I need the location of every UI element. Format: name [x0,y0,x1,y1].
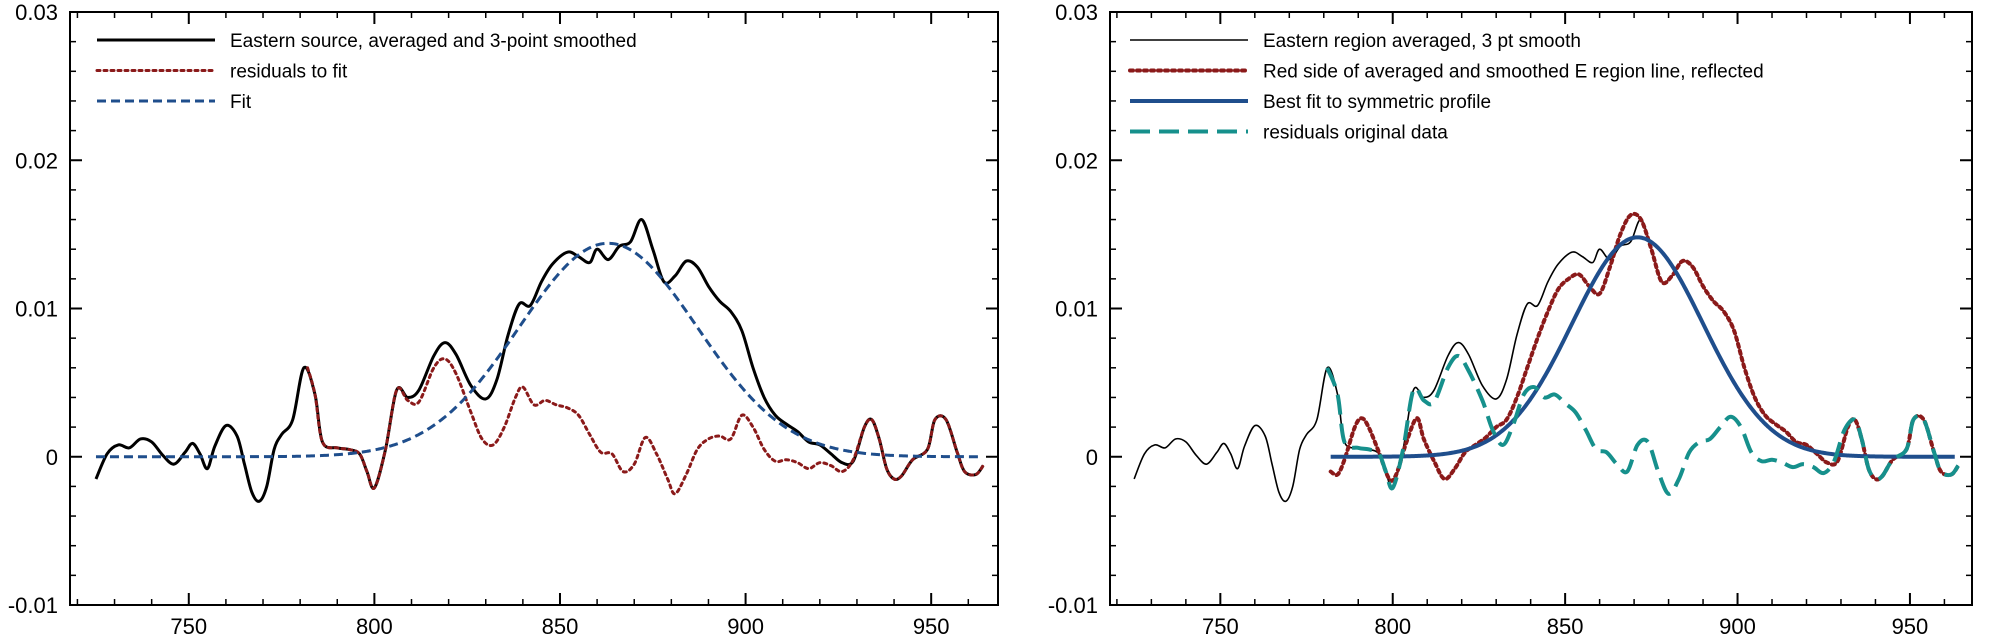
left-y-tick-label: 0.02 [15,148,58,173]
left-y-tick-label: 0 [46,445,58,470]
right-y-tick-label: 0.02 [1055,148,1098,173]
left-legend: Eastern source, averaged and 3-point smo… [95,31,637,113]
right-x-tick-label: 950 [1892,614,1929,636]
right-series-best-fit-to-symmetric-profile [1330,235,1956,459]
right-x-tick-label: 900 [1719,614,1756,636]
left-legend-label: Eastern source, averaged and 3-point smo… [230,31,637,52]
left-legend-label: residuals to fit [230,62,348,83]
right-legend-label: Best fit to symmetric profile [1263,92,1491,113]
right-x-tick-label: 800 [1374,614,1411,636]
left-x-tick-label: 750 [170,614,207,636]
left-legend-label: Fit [230,92,252,113]
right-y-tick-label: 0.03 [1055,0,1098,25]
left-chart-panel: 750 800 850 900 950 -0.01 0 0.01 0.02 0.03 Easter… [8,0,999,636]
left-x-tick-label: 850 [542,614,579,636]
left-y-tick-label: 0.03 [15,0,58,25]
left-series-eastern-source-averaged-and-3-point-smoothed [94,218,985,503]
left-series-fit [95,241,980,459]
right-y-tick-label: 0.01 [1055,297,1098,322]
left-y-tick-label: -0.01 [8,593,58,618]
right-y-tick-label: -0.01 [1048,593,1098,618]
right-series-residuals-original-data [1325,353,1960,496]
right-legend: Eastern region averaged, 3 pt smooth Red … [1128,31,1764,144]
right-x-tick-label: 850 [1547,614,1584,636]
right-series-layer [1133,211,1961,503]
left-x-tick-label: 900 [727,614,764,636]
right-legend-label: Red side of averaged and smoothed E regi… [1263,62,1764,83]
right-y-tick-label: 0 [1086,445,1098,470]
left-series-residuals-to-fit [306,357,985,496]
left-y-tick-label: 0.01 [15,297,58,322]
right-legend-label: Eastern region averaged, 3 pt smooth [1263,31,1581,52]
left-x-tick-label: 800 [356,614,393,636]
right-x-tick-label: 750 [1202,614,1239,636]
right-axis-ticks: 750 800 850 900 950 -0.01 0 0.01 0.02 0.03 [1048,0,1972,636]
left-series-layer [94,218,985,503]
left-x-tick-label: 950 [913,614,950,636]
left-axis-ticks: 750 800 850 900 950 -0.01 0 0.01 0.02 0.03 [8,0,998,636]
right-legend-label: residuals original data [1263,123,1448,144]
right-chart-panel: 750 800 850 900 950 -0.01 0 0.01 0.02 0.03 Easter… [1048,0,1973,636]
